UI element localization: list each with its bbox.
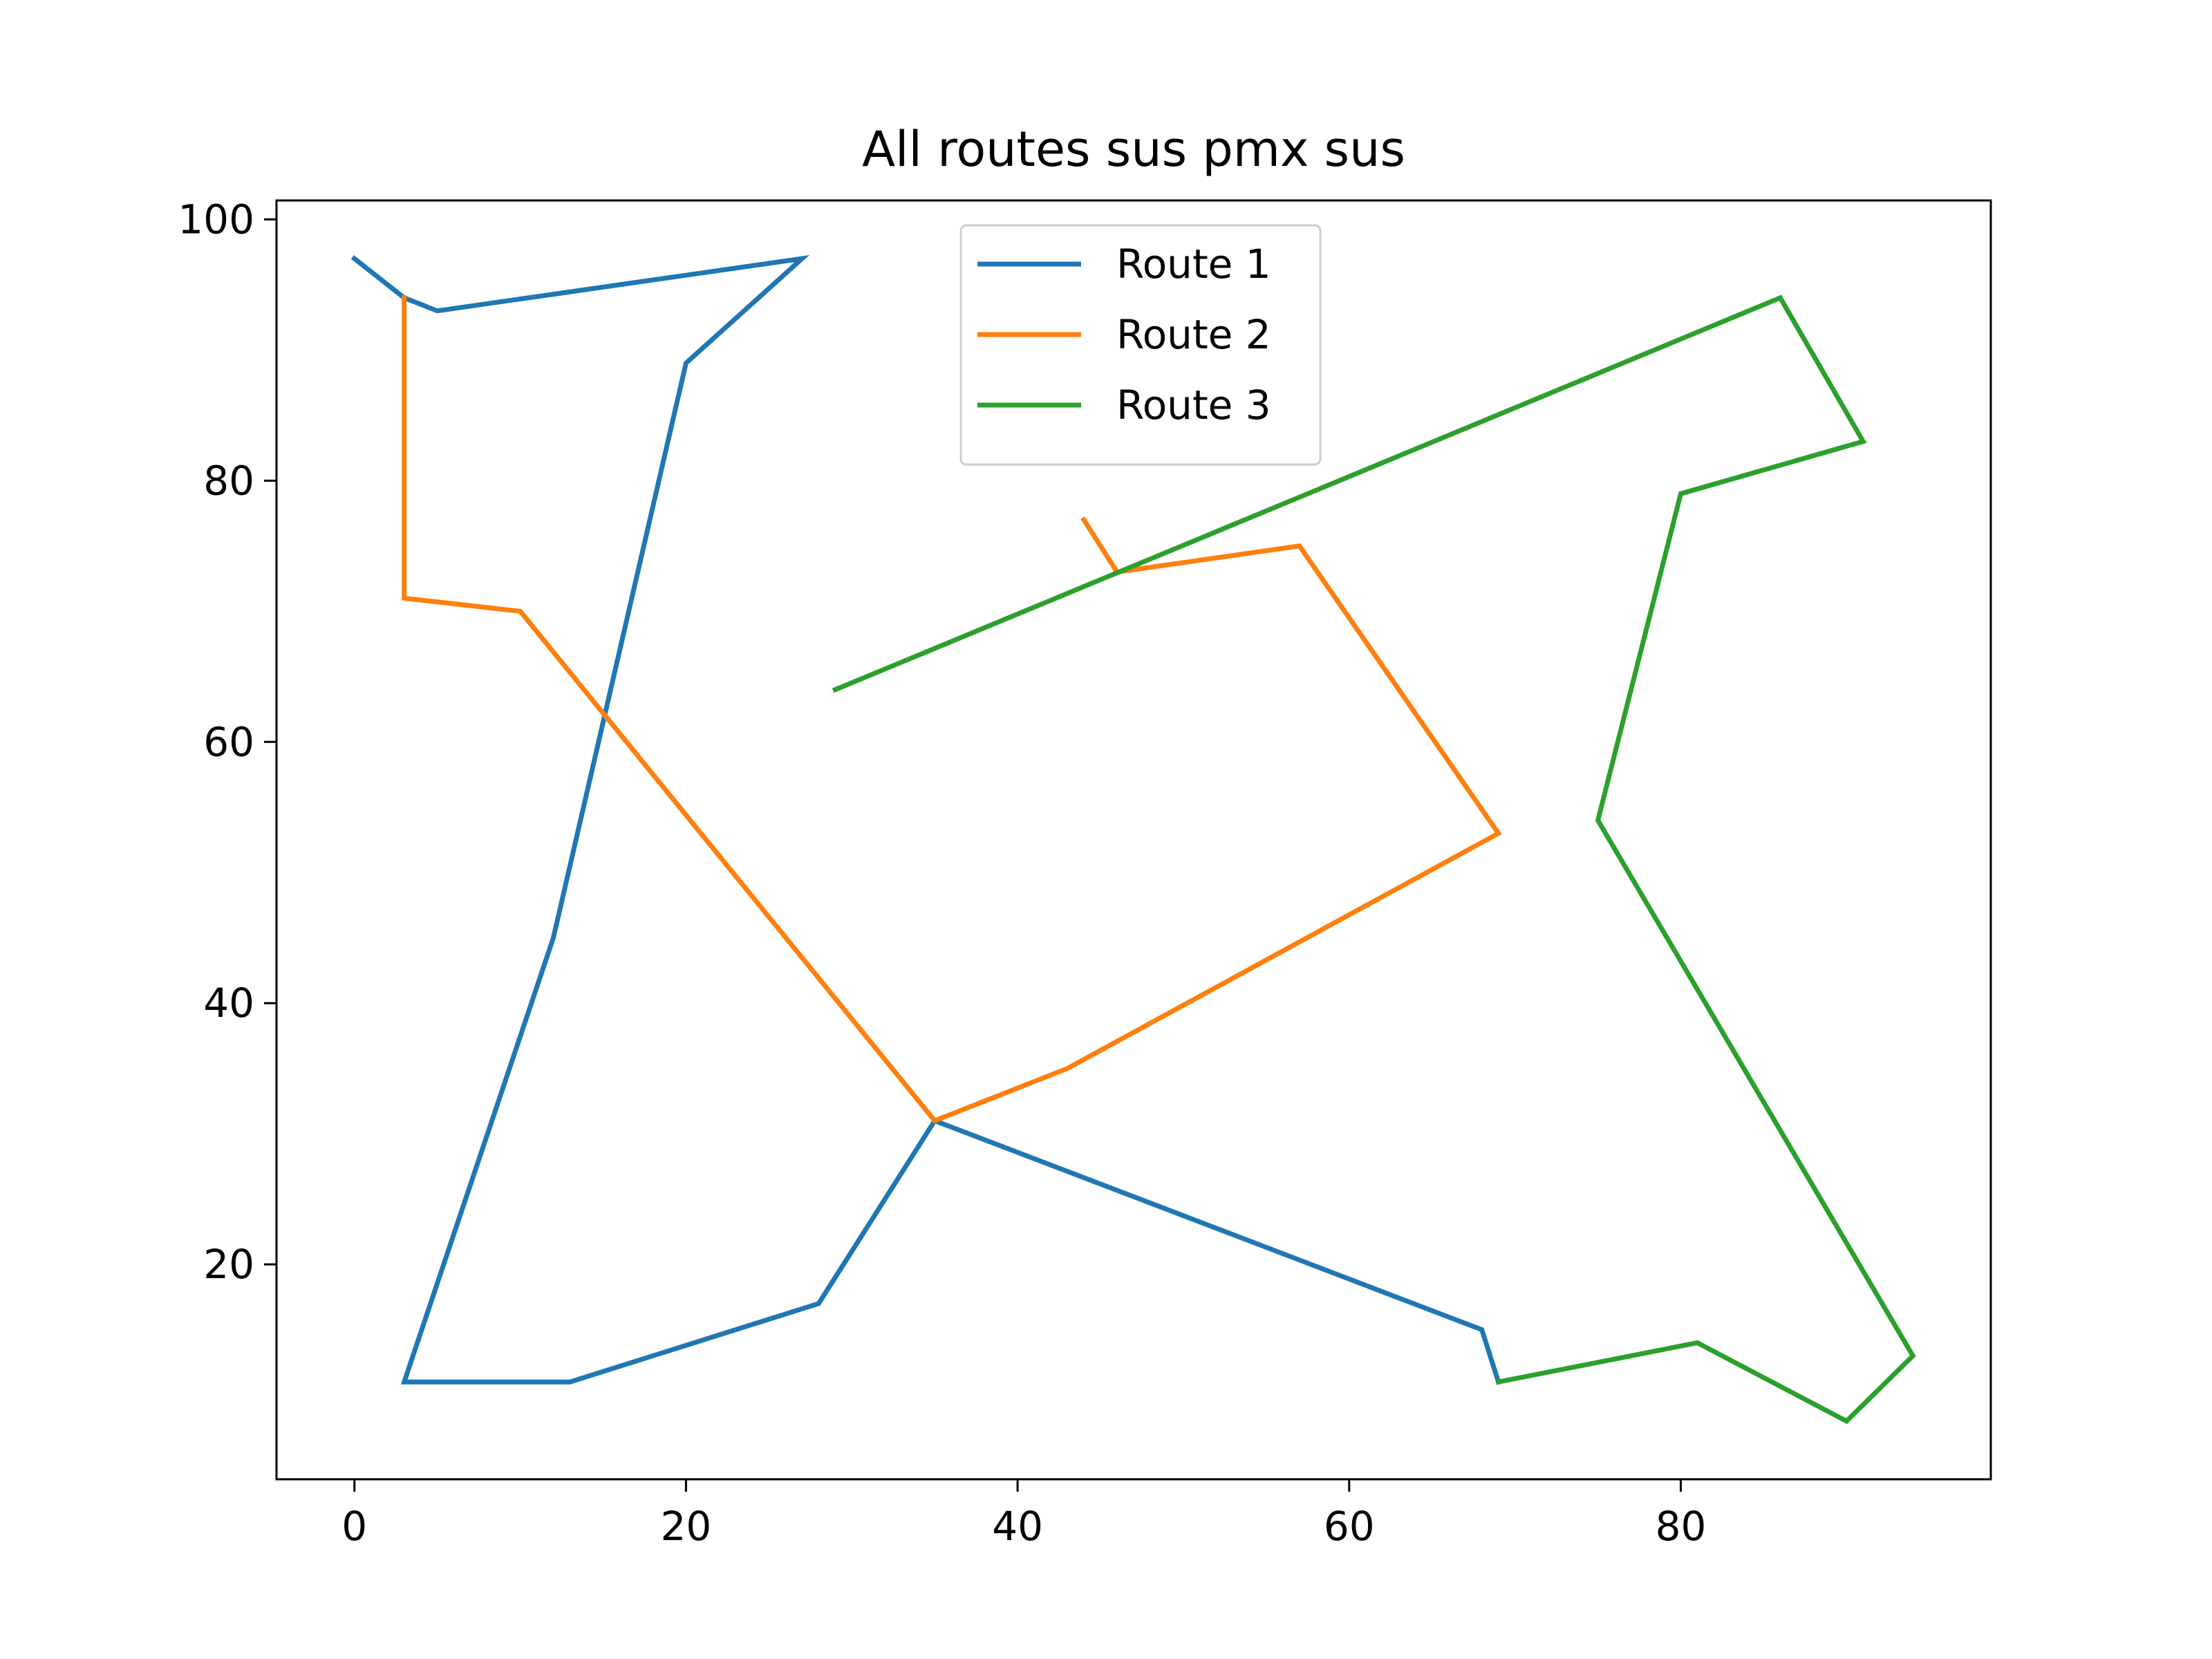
- plot-frame: [275, 199, 1992, 1481]
- series-line-route-3: [832, 294, 1916, 1425]
- legend-label-route-2: Route 2: [1116, 311, 1271, 358]
- series-layer: [350, 255, 1916, 1425]
- series-line-route-1: [350, 255, 1502, 1385]
- y-tick-label: 80: [203, 457, 254, 504]
- x-tick-label: 0: [341, 1503, 367, 1550]
- legend-label-route-3: Route 3: [1116, 382, 1271, 429]
- x-tick-label: 40: [992, 1503, 1043, 1550]
- chart-title: All routes sus pmx sus: [862, 121, 1405, 178]
- legend: Route 1 Route 2 Route 3: [959, 224, 1322, 466]
- x-tick-label: 80: [1656, 1503, 1707, 1550]
- x-axis: 0 20 40 60 80: [341, 1479, 1706, 1550]
- legend-label-route-1: Route 1: [1116, 241, 1271, 288]
- y-tick-label: 20: [203, 1241, 254, 1288]
- y-tick-label: 60: [203, 718, 254, 765]
- x-tick-label: 60: [1324, 1503, 1375, 1550]
- y-axis: 20 40 60 80 100: [178, 196, 276, 1288]
- y-tick-label: 100: [178, 196, 254, 243]
- x-tick-label: 20: [661, 1503, 712, 1550]
- y-tick-label: 40: [203, 980, 254, 1027]
- series-line-route-2: [402, 295, 1502, 1124]
